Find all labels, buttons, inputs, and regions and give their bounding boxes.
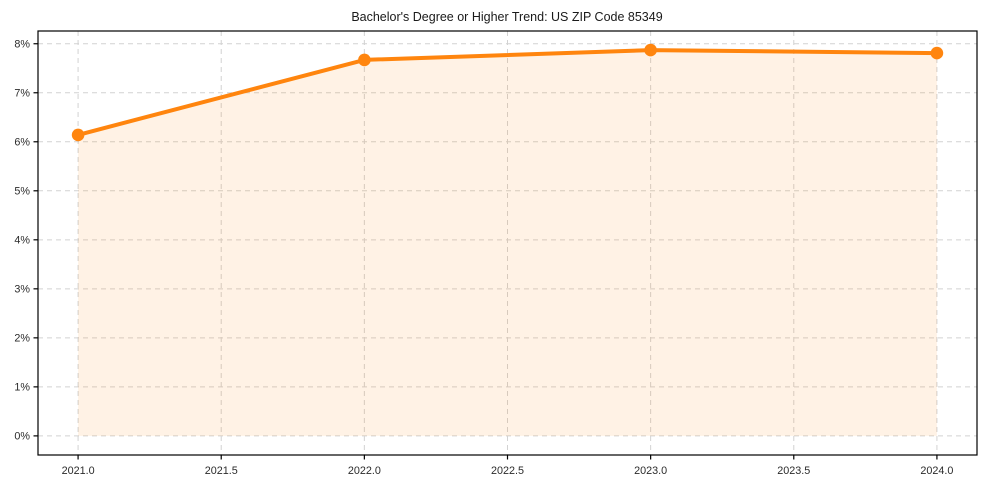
axis-tick-labels: 0% 1% 2% 3% 4% 5% 6% 7% 8% 2021.0 2021.5 2022.0 2022… (14, 38, 953, 477)
y-tick-label: 5% (14, 185, 30, 197)
y-tick-label: 6% (14, 136, 30, 148)
y-tick-label: 3% (14, 284, 30, 296)
gridlines (38, 31, 977, 455)
axis-ticks (33, 43, 938, 460)
data-point-marker (644, 43, 657, 57)
area-fill-polygon (78, 50, 937, 436)
x-tick-label: 2023.5 (777, 465, 810, 477)
x-tick-label: 2021.5 (205, 465, 238, 477)
y-tick-label: 2% (14, 333, 30, 345)
y-tick-label: 8% (14, 38, 30, 50)
chart-title: Bachelor's Degree or Higher Trend: US ZI… (351, 10, 662, 24)
trend-line (76, 48, 939, 137)
y-tick-label: 7% (14, 87, 30, 99)
trend-polyline (76, 48, 939, 137)
y-tick-label: 1% (14, 382, 30, 394)
x-tick-label: 2023.0 (634, 465, 667, 477)
data-point-markers (71, 43, 944, 142)
data-point-marker (930, 46, 944, 60)
data-point-marker (71, 128, 85, 142)
x-tick-label: 2022.5 (491, 465, 524, 477)
data-point-marker (358, 53, 371, 67)
x-tick-label: 2024.0 (920, 465, 953, 477)
y-tick-label: 0% (14, 431, 30, 443)
area-fill (78, 50, 937, 436)
x-tick-label: 2021.0 (62, 465, 95, 477)
x-tick-label: 2022.0 (348, 465, 381, 477)
y-tick-label: 4% (14, 235, 30, 247)
